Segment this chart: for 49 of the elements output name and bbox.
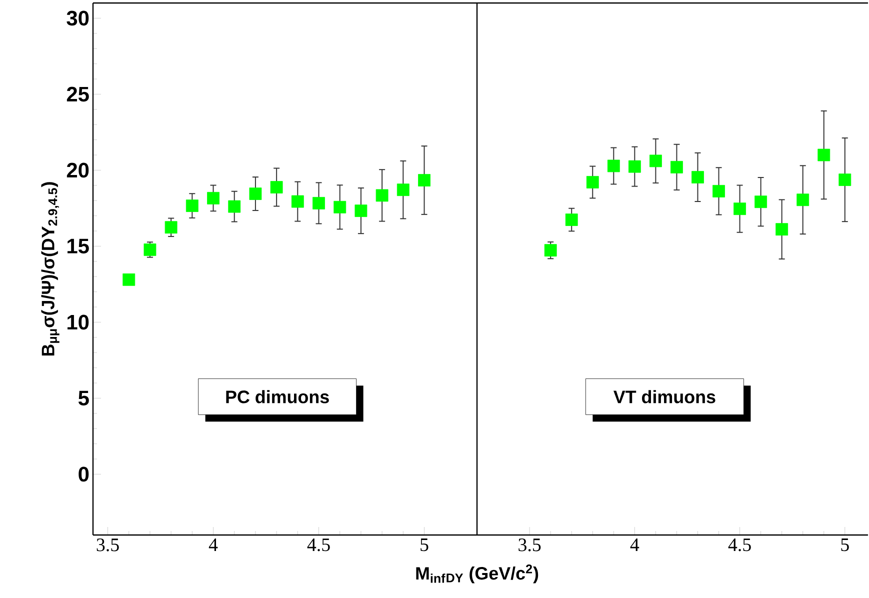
- point: [649, 154, 662, 168]
- y-axis-title: B$_{μμ}$σ(J/Ψ)/σ(DY$_{2.9,4.5}$): [41, 182, 60, 356]
- x-tick-label: 5: [420, 538, 428, 552]
- point: [354, 204, 368, 217]
- point: [228, 200, 241, 213]
- y-tick-label: 25: [66, 86, 89, 102]
- annotation: PC dimuons: [226, 390, 329, 404]
- point: [628, 160, 641, 173]
- point: [186, 200, 198, 212]
- y-tick-label: 15: [68, 238, 89, 254]
- annotation: VT dimuons: [614, 390, 716, 404]
- point: [818, 148, 830, 162]
- x-tick-label: 3.5: [518, 538, 541, 552]
- y-tick-label: 5: [78, 390, 89, 406]
- point: [122, 273, 136, 286]
- point: [712, 184, 725, 198]
- point: [249, 188, 262, 200]
- point: [312, 196, 325, 210]
- x-tick-label: 4.5: [307, 538, 330, 552]
- point: [144, 243, 156, 256]
- point: [418, 174, 430, 186]
- x-tick-label: 5: [841, 538, 849, 552]
- y-tick-label: 20: [66, 162, 89, 178]
- point: [754, 196, 767, 208]
- point: [565, 214, 578, 226]
- y-tick-label: 30: [66, 10, 89, 26]
- point: [796, 194, 810, 206]
- point: [607, 160, 620, 172]
- x-tick-label: 4: [630, 538, 640, 551]
- x-tick-label: 4.5: [728, 538, 751, 552]
- point: [544, 244, 557, 256]
- point: [207, 192, 220, 204]
- point: [270, 181, 283, 194]
- x-axis-title: M$_{infDY}$ (GeV/c$^{2}$): [416, 564, 538, 584]
- point: [838, 174, 852, 186]
- point: [291, 195, 304, 208]
- y-tick-label: 10: [68, 314, 89, 330]
- point: [164, 221, 178, 234]
- point: [586, 176, 599, 188]
- x-tick-label: 4: [208, 538, 218, 551]
- point: [692, 170, 704, 184]
- point: [376, 189, 388, 202]
- x-tick-label: 3.5: [96, 538, 119, 552]
- point: [334, 200, 346, 214]
- point: [670, 160, 683, 174]
- y-tick-label: 0: [78, 466, 89, 482]
- point: [396, 184, 410, 196]
- point: [734, 202, 746, 216]
- point: [776, 223, 788, 236]
